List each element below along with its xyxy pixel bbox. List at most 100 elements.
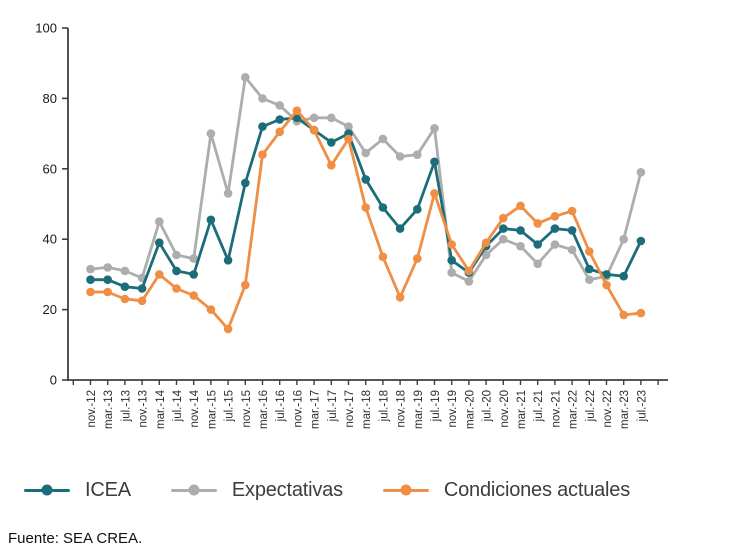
data-point-ICEA: [120, 282, 130, 292]
data-point-Expectativas: [241, 73, 250, 82]
data-point-ICEA: [567, 226, 577, 235]
x-tick-label: jul.-23: [636, 390, 648, 422]
data-point-ICEA: [275, 115, 285, 124]
y-tick-label: 80: [43, 91, 57, 106]
data-point-Condiciones actuales: [636, 308, 646, 318]
legend-label: ICEA: [85, 478, 131, 501]
data-point-Condiciones actuales: [241, 280, 250, 290]
x-tick-label: mar.-14: [155, 389, 167, 429]
x-tick-label: jul.-21: [533, 390, 545, 422]
data-point-Condiciones actuales: [361, 203, 371, 212]
x-tick-label: jul.-18: [378, 390, 390, 422]
y-tick-label: 0: [50, 373, 57, 388]
x-tick-label: mar.-13: [103, 390, 115, 429]
data-point-ICEA: [155, 238, 164, 247]
data-point-Condiciones actuales: [103, 287, 112, 297]
x-tick-label: mar.-22: [568, 390, 580, 429]
data-point-ICEA: [516, 226, 525, 235]
data-point-ICEA: [86, 275, 95, 285]
legend-marker-icon: [24, 484, 70, 496]
data-point-ICEA: [103, 275, 112, 285]
legend-dot-icon: [400, 484, 412, 496]
x-tick-label: nov.-17: [344, 390, 356, 428]
data-point-ICEA: [327, 138, 336, 147]
data-point-Condiciones actuales: [464, 266, 474, 276]
data-point-Condiciones actuales: [309, 125, 319, 135]
data-point-Expectativas: [481, 250, 491, 260]
y-tick-label: 100: [35, 21, 57, 36]
data-point-ICEA: [447, 255, 457, 265]
data-point-Expectativas: [550, 240, 560, 249]
x-tick-label: mar.-17: [310, 390, 322, 429]
data-point-Condiciones actuales: [275, 127, 285, 137]
data-point-Condiciones actuales: [120, 294, 130, 304]
data-point-Expectativas: [533, 259, 542, 269]
x-tick-label: jul.-15: [224, 390, 236, 422]
data-point-ICEA: [430, 157, 439, 167]
data-point-Condiciones actuales: [516, 201, 525, 211]
data-point-Expectativas: [447, 268, 457, 277]
x-tick-label: nov.-13: [138, 390, 150, 428]
data-point-Expectativas: [395, 152, 405, 161]
data-point-Expectativas: [206, 129, 216, 138]
x-tick-label: mar.-15: [206, 390, 218, 429]
y-tick-label: 60: [43, 161, 57, 176]
data-point-Expectativas: [189, 254, 198, 263]
data-point-ICEA: [533, 240, 542, 249]
data-point-Condiciones actuales: [137, 296, 147, 306]
legend-marker-icon: [382, 484, 429, 496]
data-point-ICEA: [378, 203, 388, 212]
x-tick-label: jul.-20: [482, 390, 494, 422]
legend-dot-icon: [188, 484, 200, 496]
data-point-Condiciones actuales: [447, 240, 457, 249]
legend-label: Condiciones actuales: [443, 478, 631, 501]
data-point-Condiciones actuales: [258, 150, 267, 159]
x-tick-label: nov.-21: [550, 390, 562, 428]
y-tick-label: 40: [43, 232, 57, 247]
x-tick-label: nov.-16: [292, 390, 304, 428]
data-point-ICEA: [413, 205, 422, 214]
x-tick-label: nov.-19: [447, 390, 459, 428]
data-point-ICEA: [137, 284, 147, 293]
data-point-Condiciones actuales: [155, 270, 164, 279]
data-point-Expectativas: [258, 94, 267, 103]
data-point-ICEA: [395, 224, 405, 233]
data-point-ICEA: [619, 271, 628, 281]
data-point-Condiciones actuales: [86, 287, 95, 297]
x-tick-label: nov.-18: [396, 390, 408, 428]
line-chart: 0 20 40 60 80 100 nov.-12 mar.-13 jul.-13 nov.-13…: [35, 21, 668, 429]
x-tick-label: nov.-20: [499, 390, 511, 428]
data-point-Expectativas: [120, 266, 130, 276]
data-point-ICEA: [585, 264, 594, 274]
x-tick-label: mar.-18: [361, 390, 373, 429]
data-point-Expectativas: [378, 134, 388, 144]
data-point-Condiciones actuales: [567, 206, 577, 216]
x-tick-label: nov.-15: [241, 390, 253, 428]
x-tick-label: jul.-22: [585, 390, 597, 422]
data-point-ICEA: [223, 255, 233, 265]
data-point-Condiciones actuales: [533, 219, 542, 228]
data-point-Condiciones actuales: [499, 213, 508, 223]
legend-label: Expectativas: [231, 478, 343, 501]
data-point-ICEA: [361, 175, 371, 184]
data-point-Condiciones actuales: [413, 254, 422, 263]
x-tick-label: jul.-14: [172, 389, 184, 422]
data-point-Expectativas: [464, 277, 474, 286]
data-point-Condiciones actuales: [206, 305, 216, 314]
chart-legend: ICEA Expectativas Condiciones actuales: [24, 468, 630, 512]
x-tick-label: mar.-20: [464, 390, 476, 429]
x-tick-label: nov.-22: [602, 390, 614, 428]
data-point-ICEA: [258, 122, 267, 131]
data-point-Condiciones actuales: [430, 189, 439, 198]
x-tick-label: mar.-23: [619, 390, 631, 429]
legend-item-expectativas: Expectativas: [170, 478, 343, 502]
data-point-Expectativas: [275, 101, 285, 110]
x-tick-label: mar.-21: [516, 390, 528, 429]
data-point-Expectativas: [86, 264, 95, 274]
data-point-ICEA: [189, 270, 198, 279]
x-tick-label: jul.-16: [275, 390, 287, 422]
data-point-ICEA: [499, 224, 508, 233]
data-point-Expectativas: [344, 122, 353, 131]
legend-marker-icon: [170, 484, 217, 496]
data-point-Expectativas: [361, 148, 371, 158]
